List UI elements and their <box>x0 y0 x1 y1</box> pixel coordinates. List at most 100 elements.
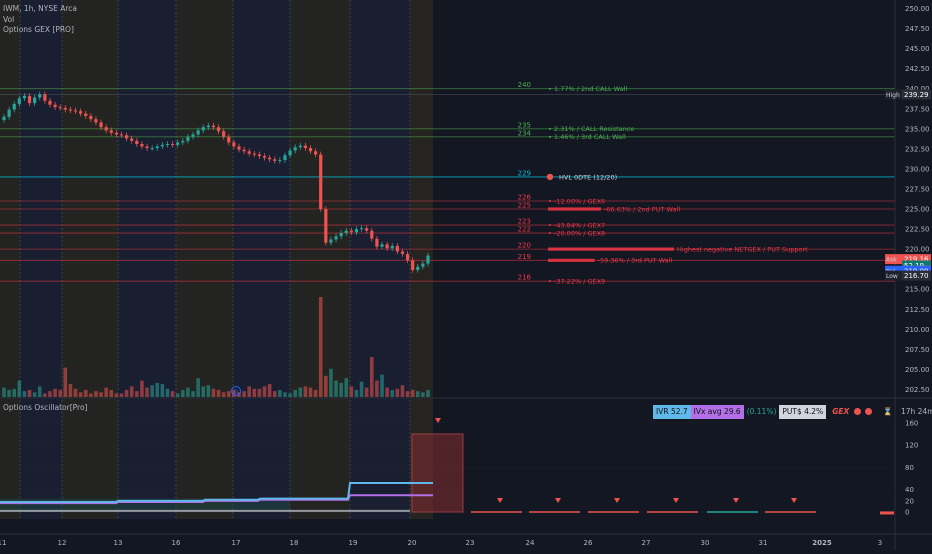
volume-bar <box>359 381 364 397</box>
gex-level-value: 223 <box>518 218 531 226</box>
gex-level-label: Highest negative NETGEX / PUT Support <box>677 245 808 253</box>
gex-level-value: 240 <box>518 81 531 89</box>
candle-body <box>99 122 103 128</box>
candle-body <box>288 150 292 156</box>
gex-level-value: 216 <box>518 274 532 282</box>
oscillator-indicator-label[interactable]: Options Oscillator[Pro] <box>3 403 88 412</box>
time-tick-label: 17 <box>232 539 241 547</box>
time-tick-label: 12 <box>58 539 67 547</box>
volume-bar <box>165 388 170 397</box>
volume-bar <box>298 387 303 397</box>
gex-strength-bar <box>548 258 595 262</box>
candle-body <box>155 146 159 149</box>
event-marker-letter: D <box>234 390 238 396</box>
candle-body <box>84 113 88 116</box>
gex-marker <box>549 135 551 138</box>
volume-bar <box>22 391 27 397</box>
candle-body <box>395 245 399 252</box>
candle-body <box>130 138 134 141</box>
volume-bar <box>364 387 369 397</box>
candle-body <box>257 154 262 157</box>
candle-body <box>63 107 67 110</box>
volume-bar <box>257 388 262 397</box>
volume-bar <box>155 382 160 397</box>
ivx-avg-badge: IVx avg 29.6 <box>690 405 744 419</box>
volume-bar <box>283 392 287 397</box>
volume-bar <box>196 378 200 397</box>
volume-bar <box>63 367 68 397</box>
volume-bar <box>324 375 328 397</box>
candle-body <box>242 149 246 152</box>
ivr-badge: IVR 52.7 <box>653 405 691 419</box>
time-tick-label: 13 <box>114 539 123 547</box>
volume-bar <box>390 389 395 397</box>
volume-bar <box>329 368 333 397</box>
volume-bar <box>129 386 134 397</box>
volume-bar <box>145 387 149 397</box>
volume-bar <box>262 386 267 397</box>
candle-body <box>135 140 139 145</box>
osc-tick-label: 40 <box>905 486 914 494</box>
volume-bar <box>191 391 195 397</box>
session-band <box>350 0 410 519</box>
candle-body <box>181 140 185 143</box>
volume-bar <box>354 389 359 397</box>
volume-indicator-label[interactable]: Vol <box>3 15 15 24</box>
gex-level-value: 219 <box>518 253 531 261</box>
volume-bar <box>370 357 374 397</box>
gex-level-label: 1.46% / 3rd CALL Wall <box>554 133 626 141</box>
gex-strength-bar <box>548 207 601 211</box>
candle-body <box>319 154 323 209</box>
price-tag <box>902 254 931 265</box>
candle-body <box>385 244 389 249</box>
volume-bar <box>17 380 22 397</box>
candle-body <box>58 107 62 109</box>
timer: ⌛ 17h 24m <box>877 405 932 419</box>
symbol-title: IWM, 1h, NYSE Arca <box>3 4 78 13</box>
volume-bar <box>206 385 211 397</box>
volume-bar <box>216 389 221 397</box>
time-tick-label: 20 <box>408 539 417 547</box>
price-tick-label: 247.50 <box>905 25 930 33</box>
candle-body <box>73 110 78 112</box>
volume-bar <box>226 391 231 397</box>
volume-bar <box>170 391 175 397</box>
volume-bar <box>73 388 78 397</box>
volume-bar <box>344 378 349 397</box>
volume-bar <box>119 393 124 397</box>
gex-level-label: 1.77% / 2nd CALL Wall <box>554 85 628 93</box>
osc-histogram-bar <box>411 433 464 513</box>
time-tick-label: 23 <box>466 539 475 547</box>
gex-level-label: -37.22% / GEX9 <box>554 277 605 285</box>
volume-bar <box>186 387 190 397</box>
candle-body <box>273 159 277 161</box>
session-band <box>20 0 62 519</box>
hvl-dot <box>546 173 554 181</box>
time-tick-label: 26 <box>584 539 593 547</box>
price-tick-label: 250.00 <box>905 5 930 13</box>
candle-body <box>298 145 302 148</box>
candle-body <box>186 136 190 141</box>
volume-bar <box>175 393 180 397</box>
price-tag-prefix <box>885 254 902 265</box>
volume-bar <box>201 386 206 397</box>
candle-body <box>375 238 379 247</box>
gex-indicator-label[interactable]: Options GEX [PRO] <box>3 25 74 34</box>
candle-body <box>119 134 124 136</box>
candle-body <box>7 109 11 117</box>
candle-body <box>426 255 430 264</box>
candle-body <box>38 94 42 98</box>
candle-body <box>232 142 236 147</box>
price-tick-label: 225.00 <box>905 206 930 214</box>
gex-level-label: -43.84% / GEX7 <box>554 221 605 229</box>
gex-level-value: 225 <box>518 202 531 210</box>
candle-body <box>94 119 98 123</box>
volume-bar <box>150 385 154 397</box>
candle-body <box>283 155 287 161</box>
volume-bar <box>410 389 415 397</box>
hourglass-icon: ⌛ <box>883 407 893 416</box>
candle-body <box>308 148 313 152</box>
volume-bar <box>375 380 379 397</box>
